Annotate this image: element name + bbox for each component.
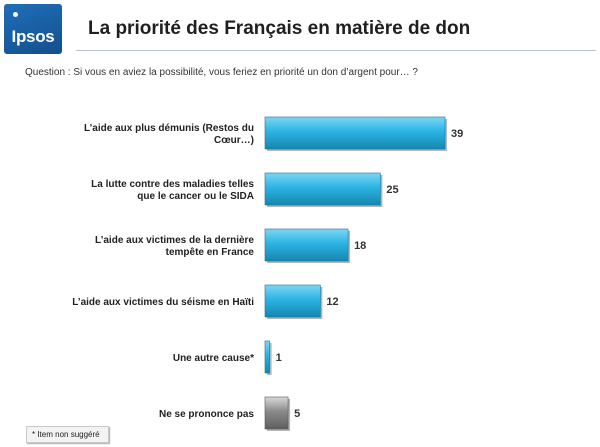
- question-text: Question : Si vous en aviez la possibili…: [25, 67, 418, 78]
- value-label-4: 1: [276, 352, 282, 364]
- category-label-line: L’aide aux victimes de la dernière: [95, 235, 254, 246]
- bar-5: [264, 396, 289, 430]
- category-label-5: Ne se prononce pas: [159, 409, 254, 420]
- page-title: La priorité des Français en matière de d…: [88, 18, 471, 39]
- title-divider: [76, 50, 596, 51]
- category-label-line: Cœur…): [214, 135, 254, 146]
- value-label-3: 12: [326, 296, 338, 308]
- footnote: * Item non suggéré: [26, 426, 109, 443]
- category-label-1: La lutte contre des maladies telles que l…: [91, 179, 254, 202]
- bar-1: [264, 172, 381, 206]
- bar-2: [264, 228, 349, 262]
- value-label-2: 18: [354, 240, 366, 252]
- category-label-2: L’aide aux victimes de la dernière tempêt…: [95, 235, 254, 258]
- category-label-line: Ne se prononce pas: [159, 409, 254, 420]
- category-label-line: L’aide aux victimes du séisme en Haïti: [72, 297, 254, 308]
- category-label-line: La lutte contre des maladies telles: [91, 179, 254, 190]
- category-label-line: L’aide aux plus démunis (Restos du: [84, 123, 254, 134]
- category-label-line: Une autre cause*: [173, 353, 254, 364]
- bar-3: [264, 284, 321, 318]
- category-label-line: tempête en France: [166, 247, 255, 258]
- logo-text: Ipsos: [11, 27, 55, 46]
- logo-dot-icon: [13, 12, 18, 17]
- category-label-4: Une autre cause*: [173, 353, 254, 364]
- bar-0: [264, 116, 446, 150]
- category-label-3: L’aide aux victimes du séisme en Haïti: [72, 297, 254, 308]
- value-label-5: 5: [294, 408, 300, 420]
- category-label-line: que le cancer ou le SIDA: [137, 191, 254, 202]
- value-label-0: 39: [451, 128, 463, 140]
- ipsos-logo: Ipsos: [4, 4, 62, 54]
- value-label-1: 25: [386, 184, 398, 196]
- bar-4: [264, 340, 270, 374]
- category-label-0: L’aide aux plus démunis (Restos du Cœur…): [84, 123, 254, 146]
